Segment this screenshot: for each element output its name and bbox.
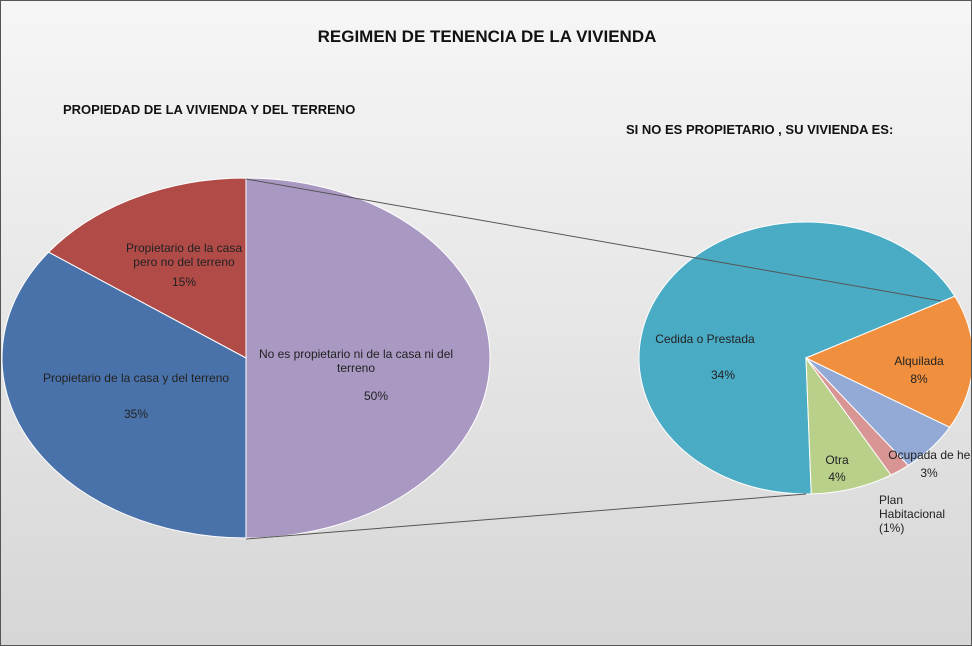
- slice-label: Plan Habitacional: [879, 493, 946, 521]
- slice-label: Propietario de la casa pero no del terre…: [125, 241, 243, 269]
- slice-label: Otra: [825, 453, 849, 467]
- pie-title: PROPIEDAD DE LA VIVIENDA Y DEL TERRENO: [63, 102, 356, 117]
- pie-slice: [804, 295, 971, 428]
- slice-label: Ocupada de hecho: [888, 448, 971, 462]
- pie-slice: [47, 177, 247, 359]
- slice-label: Alquilada: [894, 354, 944, 368]
- value-label: 15%: [171, 275, 197, 289]
- value-label: 34%: [710, 368, 736, 382]
- slice-label: Propietario de la casa y del terreno: [42, 371, 230, 385]
- value-label: 8%: [910, 372, 928, 386]
- value-label: 50%: [363, 389, 389, 403]
- chart-title: REGIMEN DE TENENCIA DE LA VIVIENDA: [317, 27, 657, 46]
- value-label: 35%: [123, 407, 149, 421]
- value-label: (1%): [879, 521, 905, 535]
- connector: [245, 493, 807, 540]
- value-label: 4%: [828, 470, 846, 484]
- value-label: 3%: [920, 466, 938, 480]
- connector: [245, 178, 942, 302]
- pie-slice: [245, 177, 491, 539]
- pie-slice: [1, 251, 247, 539]
- slice-label: Cedida o Prestada: [655, 332, 755, 346]
- pie-title: SI NO ES PROPIETARIO , SU VIVIENDA ES:: [626, 122, 894, 137]
- slice-label: No es propietario ni de la casa ni del t…: [258, 347, 454, 375]
